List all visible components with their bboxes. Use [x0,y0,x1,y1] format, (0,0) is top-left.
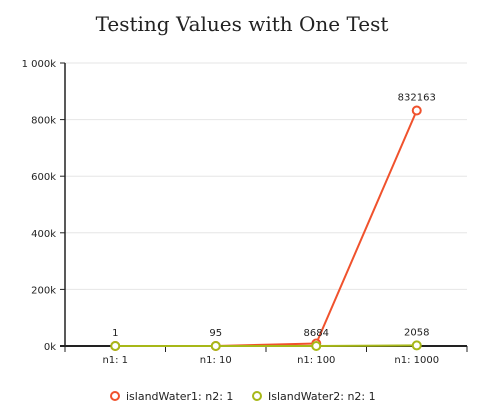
y-tick-label: 800k [31,116,56,127]
series-layer [110,105,422,351]
legend-item[interactable]: islandWater1: n2: 1 [110,390,233,403]
series-line [115,110,418,347]
data-label: 95 [209,328,222,339]
data-point [210,340,221,351]
data-point [311,340,322,351]
data-point [411,105,422,116]
grid-lines [65,62,467,290]
y-tick-label: 1 000k [22,59,57,70]
data-labels: 832163 1 95 8684 2058 [112,92,436,339]
data-point [110,340,121,351]
y-tick-label: 600k [31,172,56,183]
y-tick-label: 200k [31,285,56,296]
y-tick-label: 400k [31,229,56,240]
legend-marker [110,391,120,401]
x-tick-label: n1: 1 [102,355,128,366]
y-tick-label: 0k [44,342,56,353]
data-label: 2058 [404,327,429,338]
data-point [411,340,422,351]
x-tick-label: n1: 1000 [394,355,439,366]
legend-label: islandWater1: n2: 1 [126,390,233,403]
data-label: 8684 [304,328,329,339]
data-label: 1 [112,328,118,339]
x-tick-label: n1: 10 [200,355,232,366]
y-axis: 0k 200k 400k 600k 800k 1 000k [22,59,66,353]
legend-label: IslandWater2: n2: 1 [268,390,376,403]
data-label: 832163 [398,92,436,103]
chart-title: Testing Values with One Test [96,12,389,36]
legend-item[interactable]: IslandWater2: n2: 1 [252,390,376,403]
legend[interactable]: islandWater1: n2: 1 IslandWater2: n2: 1 [110,390,376,403]
series-line [115,344,417,347]
x-axis: n1: 1 n1: 10 n1: 100 n1: 1000 [60,345,468,366]
x-tick-label: n1: 100 [297,355,335,366]
legend-marker [252,391,262,401]
